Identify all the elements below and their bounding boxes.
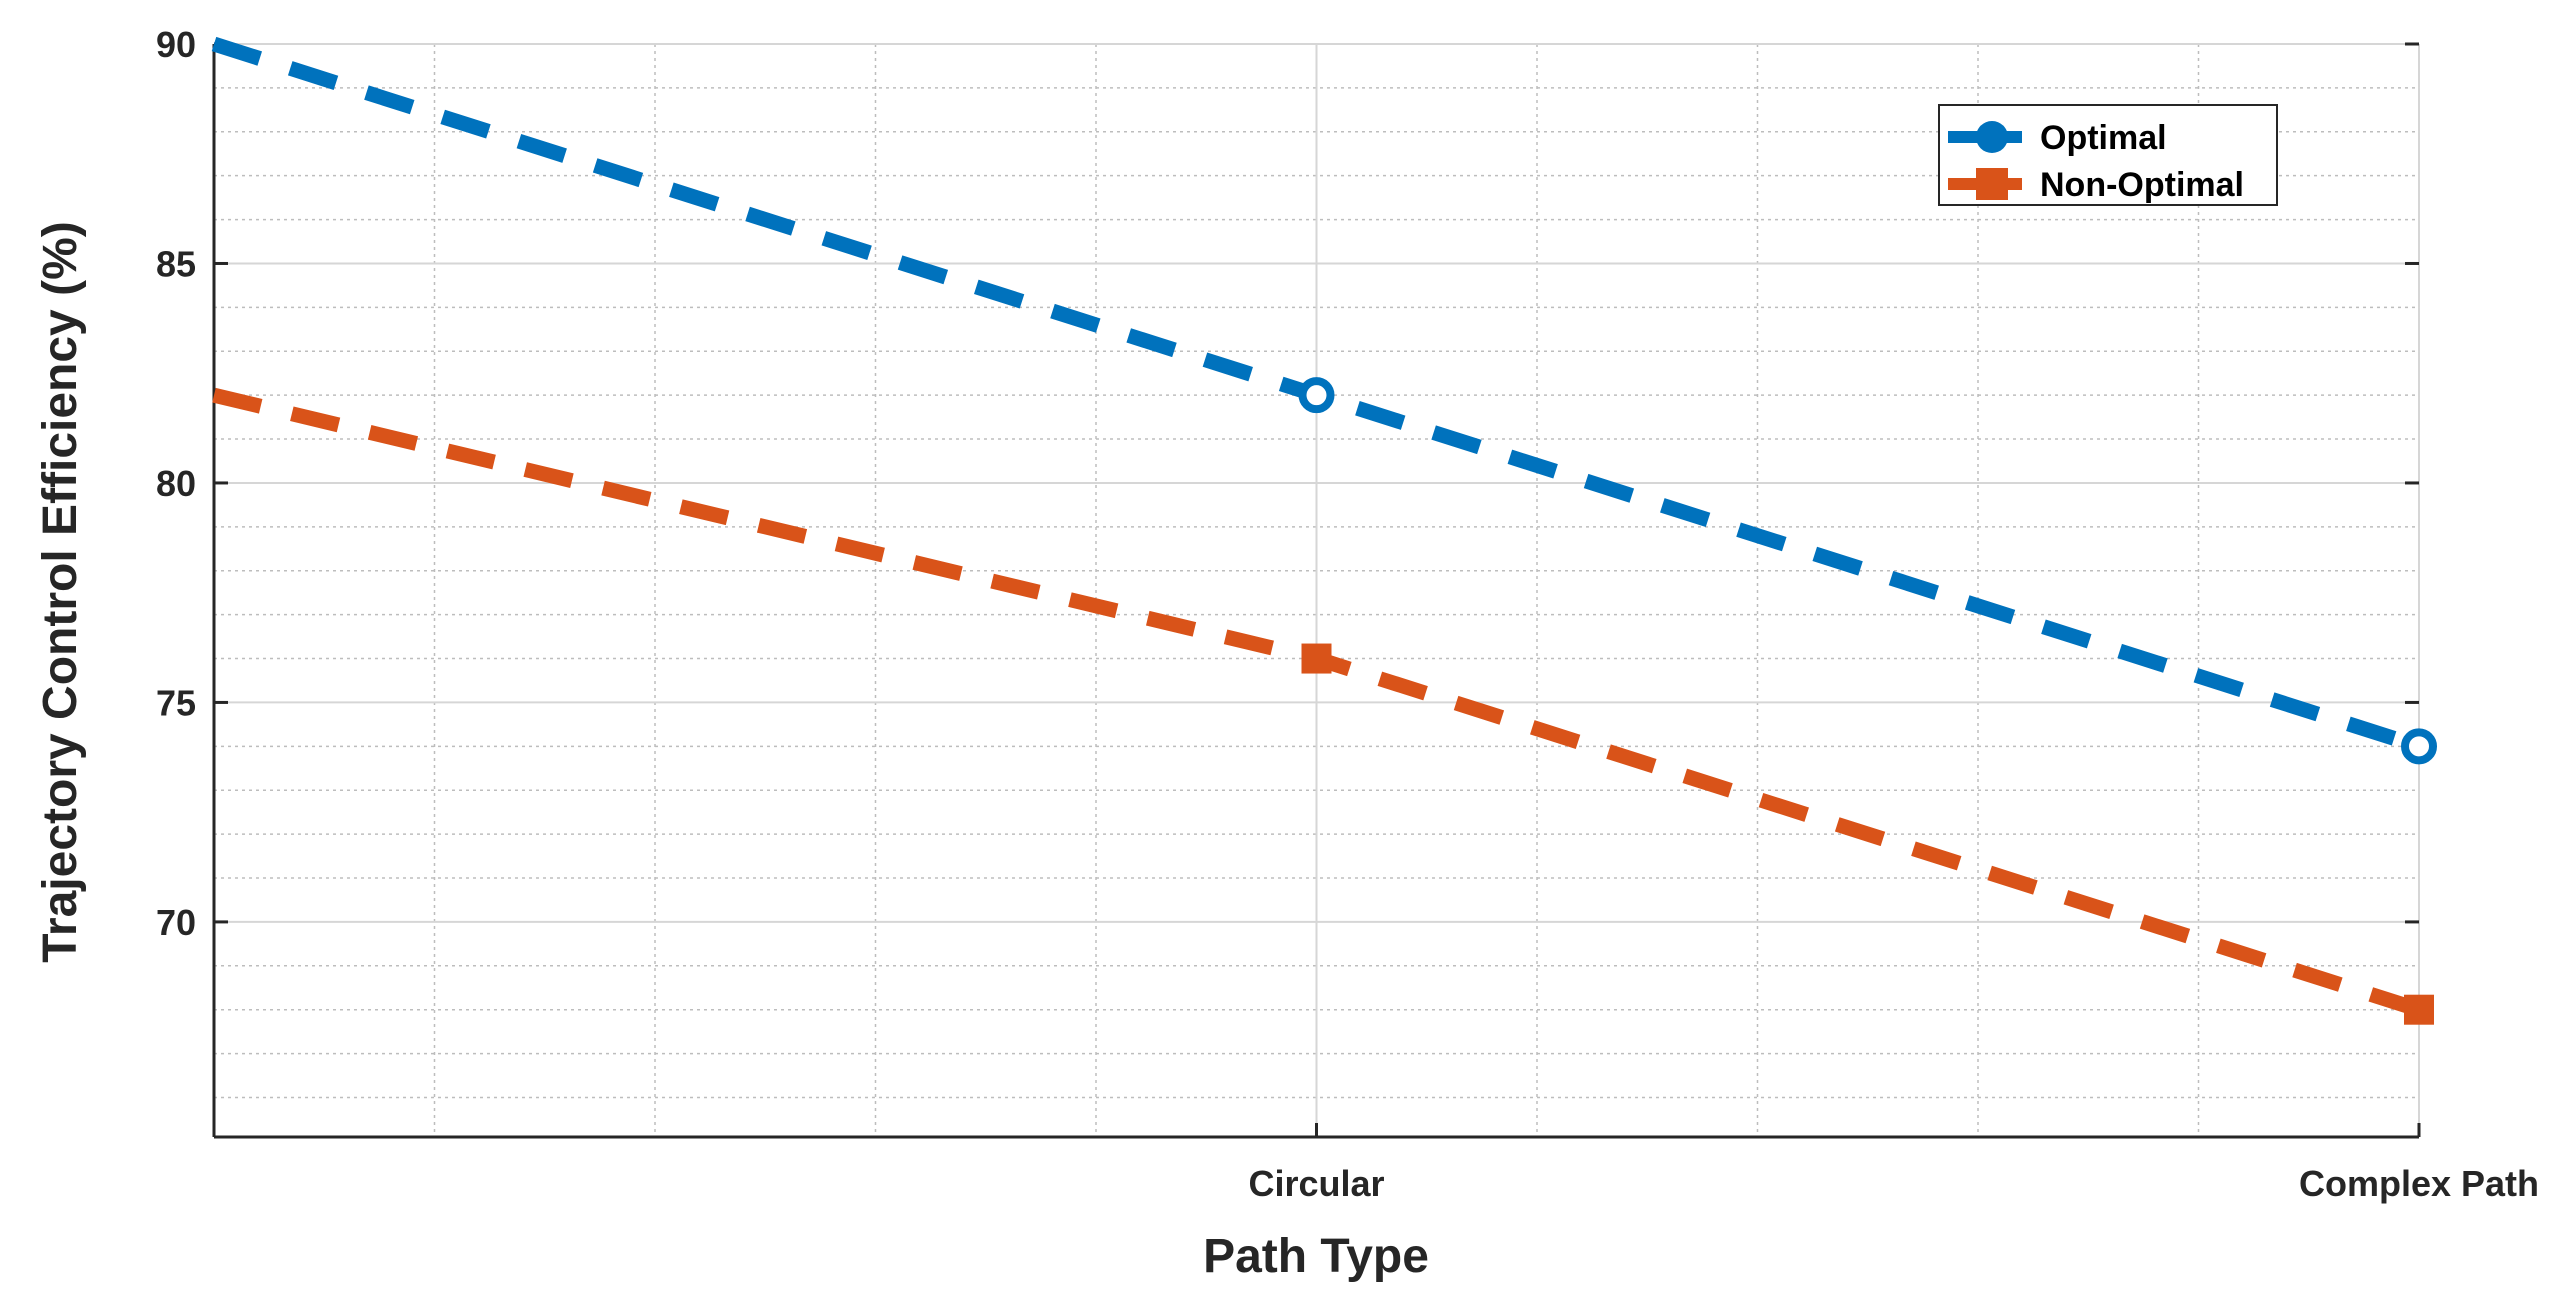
data-point-non-optimal xyxy=(1301,643,1332,674)
y-tick-label: 85 xyxy=(156,243,196,284)
legend-marker-non-optimal xyxy=(1976,168,2008,200)
data-point-non-optimal xyxy=(2404,994,2434,1025)
x-axis-title: Path Type xyxy=(1203,1230,1429,1283)
legend-label-non-optimal: Non-Optimal xyxy=(2040,166,2244,204)
x-tick-label: Circular xyxy=(1248,1163,1384,1204)
legend[interactable]: Optimal Non-Optimal xyxy=(1938,104,2278,206)
data-point-optimal xyxy=(1298,377,1335,414)
y-tick-label: 75 xyxy=(156,682,196,723)
major-grid xyxy=(214,43,2420,1137)
legend-label-optimal: Optimal xyxy=(2040,119,2167,157)
minor-grid xyxy=(214,44,2419,1137)
legend-marker-optimal xyxy=(1976,121,2008,153)
legend-items xyxy=(1948,121,2022,200)
data-point-optimal xyxy=(2401,728,2437,765)
x-tick-label: Complex Path xyxy=(2299,1163,2539,1204)
x-tick-labels: Circular Complex Path xyxy=(1248,1163,2539,1204)
y-tick-label: 70 xyxy=(156,902,196,943)
y-tick-label: 80 xyxy=(156,463,196,504)
y-tick-labels: 70 75 80 85 90 xyxy=(156,24,196,943)
y-axis-title: Trajectory Control Efficiency (%) xyxy=(34,221,87,963)
axes xyxy=(212,42,2421,1139)
y-tick-label: 90 xyxy=(156,24,196,65)
series-layer xyxy=(211,36,2437,1025)
